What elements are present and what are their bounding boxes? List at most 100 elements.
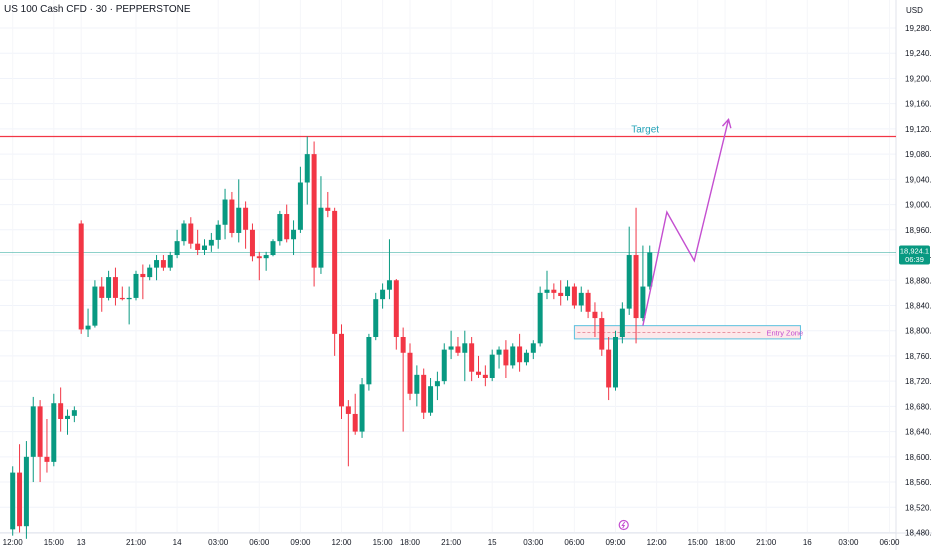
candle-body bbox=[277, 214, 283, 242]
candle-body bbox=[112, 277, 118, 298]
candle bbox=[428, 377, 434, 416]
candle-body bbox=[106, 277, 112, 298]
time-tick-label: 06:00 bbox=[564, 538, 585, 547]
candle-body bbox=[455, 346, 461, 353]
candle bbox=[585, 289, 591, 319]
candle bbox=[160, 255, 166, 271]
candle-body bbox=[489, 354, 495, 378]
candle-body bbox=[311, 154, 317, 268]
candle-body bbox=[119, 297, 125, 300]
candle bbox=[291, 220, 297, 256]
event-marker[interactable] bbox=[618, 519, 629, 531]
candle-body bbox=[482, 374, 488, 378]
candle bbox=[195, 229, 201, 256]
candle bbox=[147, 264, 153, 281]
candle-body bbox=[428, 386, 434, 413]
candle bbox=[154, 255, 160, 281]
candle-body bbox=[304, 154, 310, 183]
candle bbox=[215, 220, 221, 249]
price-tick-label: 18,760.0 bbox=[905, 352, 932, 361]
projection-arrowhead bbox=[721, 118, 732, 129]
projection-line[interactable] bbox=[642, 119, 730, 326]
candle bbox=[606, 337, 612, 401]
price-tick-label: 19,000.0 bbox=[905, 201, 932, 210]
time-tick-label: 21:00 bbox=[756, 538, 777, 547]
candle bbox=[400, 327, 406, 432]
candle-body bbox=[236, 207, 242, 233]
grid bbox=[0, 27, 896, 533]
projection-path[interactable] bbox=[642, 118, 732, 326]
candle-body bbox=[215, 224, 221, 240]
price-tick-label: 18,960.0 bbox=[905, 226, 932, 235]
candle bbox=[619, 302, 625, 344]
candle-body bbox=[558, 292, 564, 297]
time-tick-label: 06:00 bbox=[879, 538, 900, 547]
candle bbox=[373, 292, 379, 341]
candle bbox=[537, 286, 543, 347]
candle bbox=[174, 229, 180, 259]
candle bbox=[311, 141, 317, 287]
candle-body bbox=[174, 241, 180, 256]
candle bbox=[208, 232, 214, 252]
candle bbox=[112, 267, 118, 306]
candle bbox=[249, 223, 255, 262]
candle-body bbox=[65, 415, 70, 419]
price-tick-label: 19,200.0 bbox=[905, 74, 932, 83]
time-tick-label: 06:00 bbox=[249, 538, 270, 547]
time-tick-label: 15:00 bbox=[44, 538, 65, 547]
price-tick-label: 18,640.0 bbox=[905, 428, 932, 437]
candle-body bbox=[448, 346, 454, 350]
candle-body bbox=[571, 286, 577, 306]
candle bbox=[626, 226, 632, 315]
candle bbox=[558, 280, 564, 306]
candle bbox=[256, 251, 262, 281]
price-tick-label: 18,880.0 bbox=[905, 276, 932, 285]
candle-body bbox=[188, 223, 194, 244]
time-tick-label: 12:00 bbox=[3, 538, 24, 547]
price-badges: 18,924.106:39 bbox=[899, 245, 930, 265]
time-tick-label: 12:00 bbox=[647, 538, 668, 547]
candle bbox=[565, 280, 571, 301]
candle bbox=[318, 176, 324, 274]
time-tick-label: 12:00 bbox=[331, 538, 352, 547]
candle-body bbox=[325, 207, 331, 211]
candle bbox=[229, 191, 235, 238]
candle-body bbox=[523, 352, 529, 363]
candle-body bbox=[647, 252, 653, 287]
candle bbox=[366, 333, 372, 391]
time-tick-label: 03:00 bbox=[523, 538, 544, 547]
lightning-icon bbox=[621, 521, 626, 529]
candle bbox=[510, 343, 516, 369]
price-tick-label: 19,280.0 bbox=[905, 24, 932, 33]
candle-body bbox=[167, 255, 173, 268]
candle-body bbox=[318, 207, 324, 268]
candle-body bbox=[208, 239, 214, 246]
candle bbox=[304, 136, 310, 205]
candle bbox=[571, 283, 577, 309]
candle-body bbox=[421, 374, 427, 413]
candle-body bbox=[578, 292, 584, 306]
candle bbox=[30, 396, 36, 483]
time-axis[interactable]: 12:00 15:00 13 21:00 14 03:00 06:00 09:00 12:00 1… bbox=[3, 538, 900, 547]
candle bbox=[482, 365, 488, 387]
candle bbox=[640, 245, 646, 322]
candle-body bbox=[503, 349, 509, 366]
price-axis[interactable]: 18,480.0 18,520.0 18,560.0 18,600.0 18,640.0… bbox=[905, 6, 932, 538]
candle-body bbox=[517, 346, 523, 363]
candle-body bbox=[380, 289, 386, 300]
candle bbox=[44, 418, 50, 473]
candle-body bbox=[462, 343, 468, 353]
candle-body bbox=[23, 456, 29, 527]
price-tick-label: 19,240.0 bbox=[905, 49, 932, 58]
price-tick-label: 18,800.0 bbox=[905, 327, 932, 336]
candle-body bbox=[202, 245, 207, 250]
candle-body bbox=[44, 456, 50, 462]
candle-body bbox=[92, 286, 98, 326]
candle bbox=[270, 239, 276, 257]
candle-body bbox=[496, 349, 502, 355]
symbol-title: US 100 Cash CFD · 30 · PEPPERSTONE bbox=[4, 4, 191, 15]
candle bbox=[339, 324, 344, 419]
entry-zone[interactable]: Entry Zone bbox=[573, 325, 803, 340]
